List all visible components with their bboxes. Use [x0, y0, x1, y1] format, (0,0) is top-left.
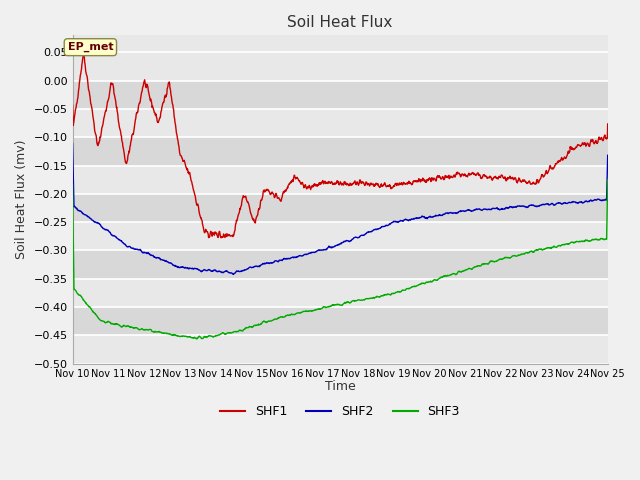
- SHF2: [230, 272, 237, 277]
- SHF1: [374, 182, 381, 188]
- SHF2: [110, 233, 118, 239]
- SHF3: [132, 325, 140, 331]
- SHF3: [604, 177, 612, 183]
- SHF2: [132, 246, 140, 252]
- SHF1: [111, 92, 118, 97]
- Bar: [72, 52, 608, 81]
- Title: Soil Heat Flux: Soil Heat Flux: [287, 15, 393, 30]
- Bar: [72, 279, 608, 307]
- SHF1: [80, 51, 88, 57]
- SHF2: [296, 252, 304, 258]
- Bar: [72, 137, 608, 166]
- X-axis label: Time: Time: [324, 380, 355, 393]
- SHF1: [68, 102, 76, 108]
- SHF3: [296, 310, 304, 316]
- SHF3: [110, 321, 118, 327]
- SHF1: [217, 235, 225, 240]
- Bar: [72, 222, 608, 251]
- Y-axis label: Soil Heat Flux (mv): Soil Heat Flux (mv): [15, 140, 28, 259]
- Bar: [72, 194, 608, 222]
- SHF1: [308, 184, 316, 190]
- SHF3: [68, 182, 76, 188]
- Text: EP_met: EP_met: [68, 42, 113, 52]
- SHF2: [374, 226, 381, 232]
- Line: SHF2: SHF2: [72, 144, 608, 275]
- Line: SHF1: SHF1: [72, 54, 608, 238]
- Bar: [72, 166, 608, 194]
- SHF2: [604, 152, 612, 158]
- SHF2: [307, 250, 315, 255]
- Line: SHF3: SHF3: [72, 180, 608, 339]
- SHF3: [374, 293, 381, 299]
- SHF2: [68, 141, 76, 146]
- Bar: [72, 251, 608, 279]
- SHF3: [307, 308, 315, 314]
- Bar: [72, 307, 608, 336]
- Legend: SHF1, SHF2, SHF3: SHF1, SHF2, SHF3: [215, 400, 465, 423]
- Bar: [72, 109, 608, 137]
- SHF3: [193, 336, 200, 342]
- SHF3: [317, 306, 324, 312]
- Bar: [72, 81, 608, 109]
- SHF2: [317, 247, 324, 253]
- SHF1: [296, 180, 304, 186]
- SHF1: [132, 112, 140, 118]
- SHF1: [317, 180, 325, 186]
- Bar: [72, 336, 608, 364]
- SHF1: [604, 121, 612, 127]
